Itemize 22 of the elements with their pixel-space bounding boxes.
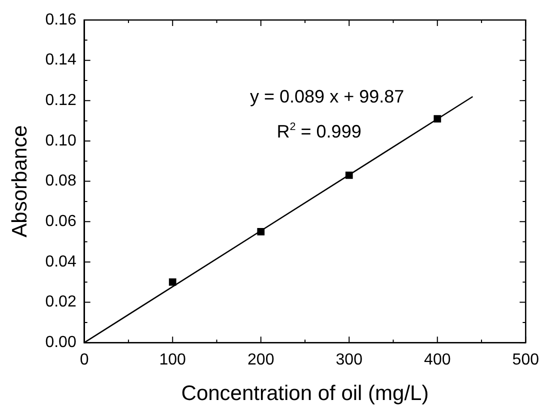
point bbox=[168, 278, 176, 286]
y-tick-label: 0.14 bbox=[45, 52, 76, 69]
point bbox=[434, 115, 442, 122]
point bbox=[345, 172, 353, 179]
annotation: y = 0.089 x + 99.87 bbox=[250, 86, 404, 106]
x-tick-label: 200 bbox=[248, 352, 274, 369]
x-tick-label: 0 bbox=[80, 352, 89, 369]
y-axis-title: Absorbance bbox=[8, 125, 32, 238]
y-tick-label: 0.04 bbox=[45, 253, 76, 270]
y-tick-label: 0.02 bbox=[45, 294, 76, 311]
y-tick-label: 0.08 bbox=[45, 172, 76, 190]
y-tick-label: 0.12 bbox=[45, 92, 76, 110]
y-tick-label: 0.06 bbox=[45, 213, 76, 230]
x-tick-label: 400 bbox=[424, 352, 451, 369]
y-tick-label: 0.16 bbox=[45, 11, 76, 28]
point bbox=[257, 228, 265, 236]
y-tick-label: 0.00 bbox=[45, 334, 76, 352]
x-tick-label: 300 bbox=[336, 352, 363, 369]
x-axis-title: Concentration of oil (mg/L) bbox=[181, 382, 429, 406]
y-tick-label: 0.10 bbox=[45, 132, 76, 150]
x-tick-label: 500 bbox=[512, 352, 540, 369]
x-tick-label: 100 bbox=[159, 352, 186, 369]
